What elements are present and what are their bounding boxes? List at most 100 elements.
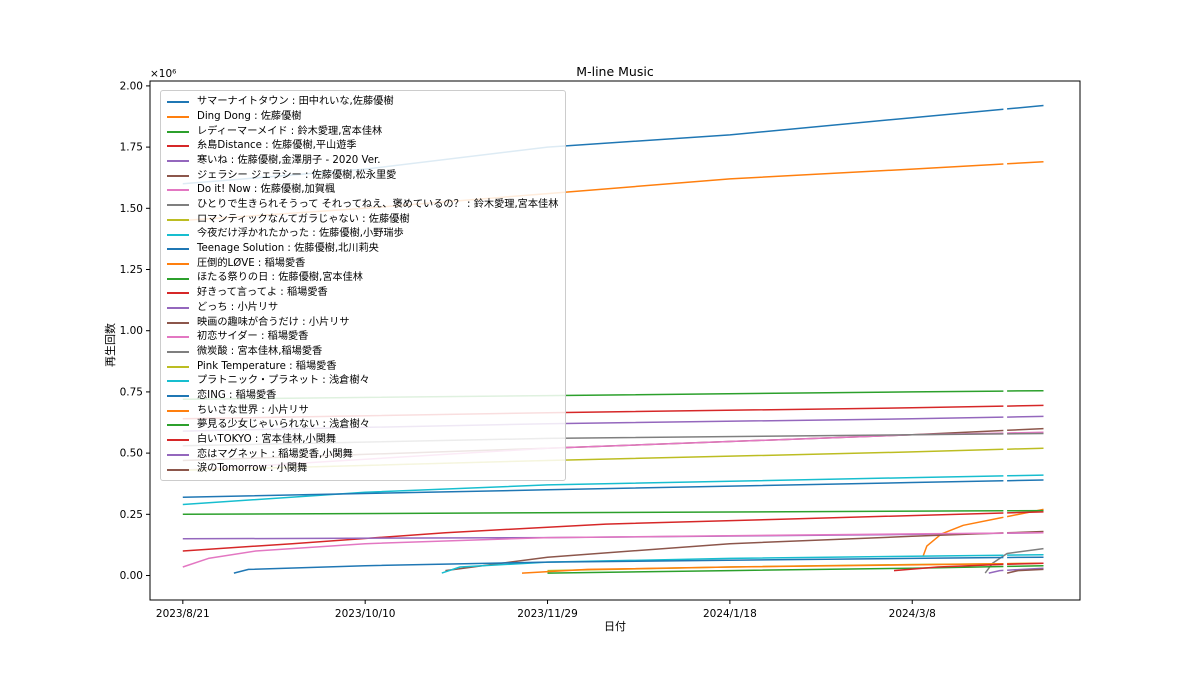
legend-label: 恋はマグネット : 稲場愛香,小関舞: [197, 448, 353, 460]
legend-swatch: [167, 453, 189, 456]
legend-entry: どっち : 小片リサ: [161, 301, 565, 316]
series-line-4: [1007, 404, 1044, 407]
series-line-13: [182, 510, 1004, 516]
legend-entry: Teenage Solution : 佐藤優樹,北川莉央: [161, 242, 565, 257]
legend-label: 微炭酸 : 宮本佳林,稲場愛香: [197, 345, 323, 357]
legend-swatch: [167, 336, 189, 339]
legend-entry: サマーナイトタウン : 田中れいな,佐藤優樹: [161, 95, 565, 110]
y-tick-label: 0.25: [120, 509, 143, 521]
legend-label: 涙のTomorrow : 小関舞: [197, 463, 308, 475]
legend-entry: 今夜だけ浮かれたかった : 佐藤優樹,小野瑞歩: [161, 227, 565, 242]
series-line-18: [984, 547, 1044, 574]
legend-entry: ほたる祭りの日 : 佐藤優樹,宮本佳林: [161, 271, 565, 286]
y-tick-label: 1.75: [120, 142, 143, 154]
legend-label: 初恋サイダー : 稲場愛香: [197, 331, 309, 343]
series-line-26: [1006, 568, 1044, 574]
series-line-17: [182, 532, 1004, 568]
legend-swatch: [167, 248, 189, 251]
legend-swatch: [167, 174, 189, 177]
series-line-24: [1007, 562, 1044, 566]
legend-label: 今夜だけ浮かれたかった : 佐藤優樹,小野瑞歩: [197, 228, 404, 240]
legend-label: 映画の趣味が合うだけ : 小片リサ: [197, 316, 350, 328]
legend-swatch: [167, 292, 189, 295]
legend-label: Pink Temperature : 稲場愛香: [197, 360, 337, 372]
legend-entry: 涙のTomorrow : 小関舞: [161, 462, 565, 477]
legend-swatch: [167, 365, 189, 368]
legend-swatch: [167, 160, 189, 163]
series-line-23: [1007, 564, 1044, 568]
x-tick-label: 2023/8/21: [156, 608, 210, 620]
series-line-9: [1007, 447, 1044, 450]
series-line-16: [445, 532, 1004, 572]
legend-label: 寒いね : 佐藤優樹,金澤朋子 - 2020 Ver.: [197, 154, 381, 166]
legend-swatch: [167, 409, 189, 412]
axis-ticks: 2023/8/21 2023/10/10 2023/11/29 2024/1/18 20…: [120, 80, 936, 620]
series-line-14: [1007, 511, 1044, 514]
legend-entry: 映画の趣味が合うだけ : 小片リサ: [161, 315, 565, 330]
legend-label: プラトニック・プラネット : 浅倉樹々: [197, 375, 370, 387]
legend-swatch: [167, 218, 189, 221]
legend-label: ちいさな世界 : 小片リサ: [197, 404, 309, 416]
x-tick-label: 2024/1/18: [703, 608, 757, 620]
series-line-14: [182, 512, 1004, 552]
legend-entry: Ding Dong : 佐藤優樹: [161, 110, 565, 125]
y-tick-label: 2.00: [120, 80, 143, 92]
legend-entry: レディーマーメイド : 鈴木愛理,宮本佳林: [161, 124, 565, 139]
legend-entry: 微炭酸 : 宮本佳林,稲場愛香: [161, 345, 565, 360]
legend-label: 圧倒的LØVE : 稲場愛香: [197, 257, 306, 269]
series-line-22: [521, 562, 1004, 574]
series-line-1: [1007, 104, 1044, 110]
legend-swatch: [167, 351, 189, 354]
legend-entry: 恋はマグネット : 稲場愛香,小関舞: [161, 448, 565, 463]
legend-entry: ジェラシー ジェラシー : 佐藤優樹,松永里愛: [161, 168, 565, 183]
y-multiplier-label: ×10⁶: [150, 68, 176, 80]
legend-entry: 夢見る少女じゃいられない : 浅倉樹々: [161, 418, 565, 433]
legend-label: Ding Dong : 佐藤優樹: [197, 110, 302, 122]
y-tick-label: 1.50: [120, 203, 143, 215]
legend-entry: 好きって言ってよ : 稲場愛香: [161, 286, 565, 301]
plot-area-frame: [149, 80, 1081, 601]
series-line-7: [1007, 431, 1044, 434]
legend-label: 白いTOKYO : 宮本佳林,小関舞: [197, 434, 337, 446]
legend-label: ロマンティックなんてガラじゃない : 佐藤優樹: [197, 213, 410, 225]
series-line-5: [1007, 415, 1044, 418]
legend-label: サマーナイトタウン : 田中れいな,佐藤優樹: [197, 96, 394, 108]
legend-swatch: [167, 130, 189, 133]
series-line-10: [1007, 474, 1044, 477]
series-line-11: [1007, 479, 1044, 482]
legend-label: 恋ING : 稲場愛香: [197, 389, 277, 401]
y-tick-label: 0.75: [120, 386, 143, 398]
series-line-24: [893, 563, 1004, 572]
legend-swatch: [167, 439, 189, 442]
legend-label: ジェラシー ジェラシー : 佐藤優樹,松永里愛: [197, 169, 397, 181]
series-line-21: [233, 556, 1004, 574]
legend-label: ほたる祭りの日 : 佐藤優樹,宮本佳林: [197, 272, 363, 284]
y-tick-label: 1.25: [120, 264, 143, 276]
legend-swatch: [167, 424, 189, 427]
legend-swatch: [167, 101, 189, 104]
legend-entry: ロマンティックなんてガラじゃない : 佐藤優樹: [161, 213, 565, 228]
legend-entry: Do it! Now : 佐藤優樹,加賀楓: [161, 183, 565, 198]
series-line-12: [922, 516, 1004, 557]
y-tick-label: 1.00: [120, 325, 143, 337]
legend-entry: ちいさな世界 : 小片リサ: [161, 403, 565, 418]
legend-swatch: [167, 145, 189, 148]
series-line-11: [182, 480, 1004, 498]
legend-entry: プラトニック・プラネット : 浅倉樹々: [161, 374, 565, 389]
legend-label: 糸島Distance : 佐藤優樹,平山遊季: [197, 140, 357, 152]
legend-entry: 糸島Distance : 佐藤優樹,平山遊季: [161, 139, 565, 154]
x-tick-label: 2024/3/8: [889, 608, 936, 620]
legend-entry: 圧倒的LØVE : 稲場愛香: [161, 257, 565, 272]
legend-label: 好きって言ってよ : 稲場愛香: [197, 287, 328, 299]
y-tick-label: 0.00: [120, 570, 143, 582]
legend-entry: 恋ING : 稲場愛香: [161, 389, 565, 404]
legend-swatch: [167, 321, 189, 324]
chart-title: M-line Music: [576, 64, 654, 79]
legend-label: ひとりで生きられそうって それってねえ、褒めているの？ : 鈴木愛理,宮本佳林: [197, 199, 559, 211]
x-axis-label: 日付: [604, 620, 626, 633]
legend-entry: 白いTOKYO : 宮本佳林,小関舞: [161, 433, 565, 448]
legend-swatch: [167, 233, 189, 236]
series-line-2: [1007, 161, 1044, 165]
series-line-23: [547, 565, 1004, 574]
series-line-25: [1007, 567, 1044, 571]
